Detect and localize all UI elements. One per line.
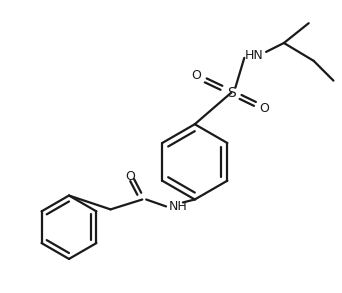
Text: O: O bbox=[126, 170, 135, 183]
Text: NH: NH bbox=[169, 200, 187, 213]
Text: O: O bbox=[259, 102, 269, 115]
Text: HN: HN bbox=[245, 49, 264, 62]
Text: O: O bbox=[191, 69, 201, 82]
Text: S: S bbox=[227, 86, 236, 100]
